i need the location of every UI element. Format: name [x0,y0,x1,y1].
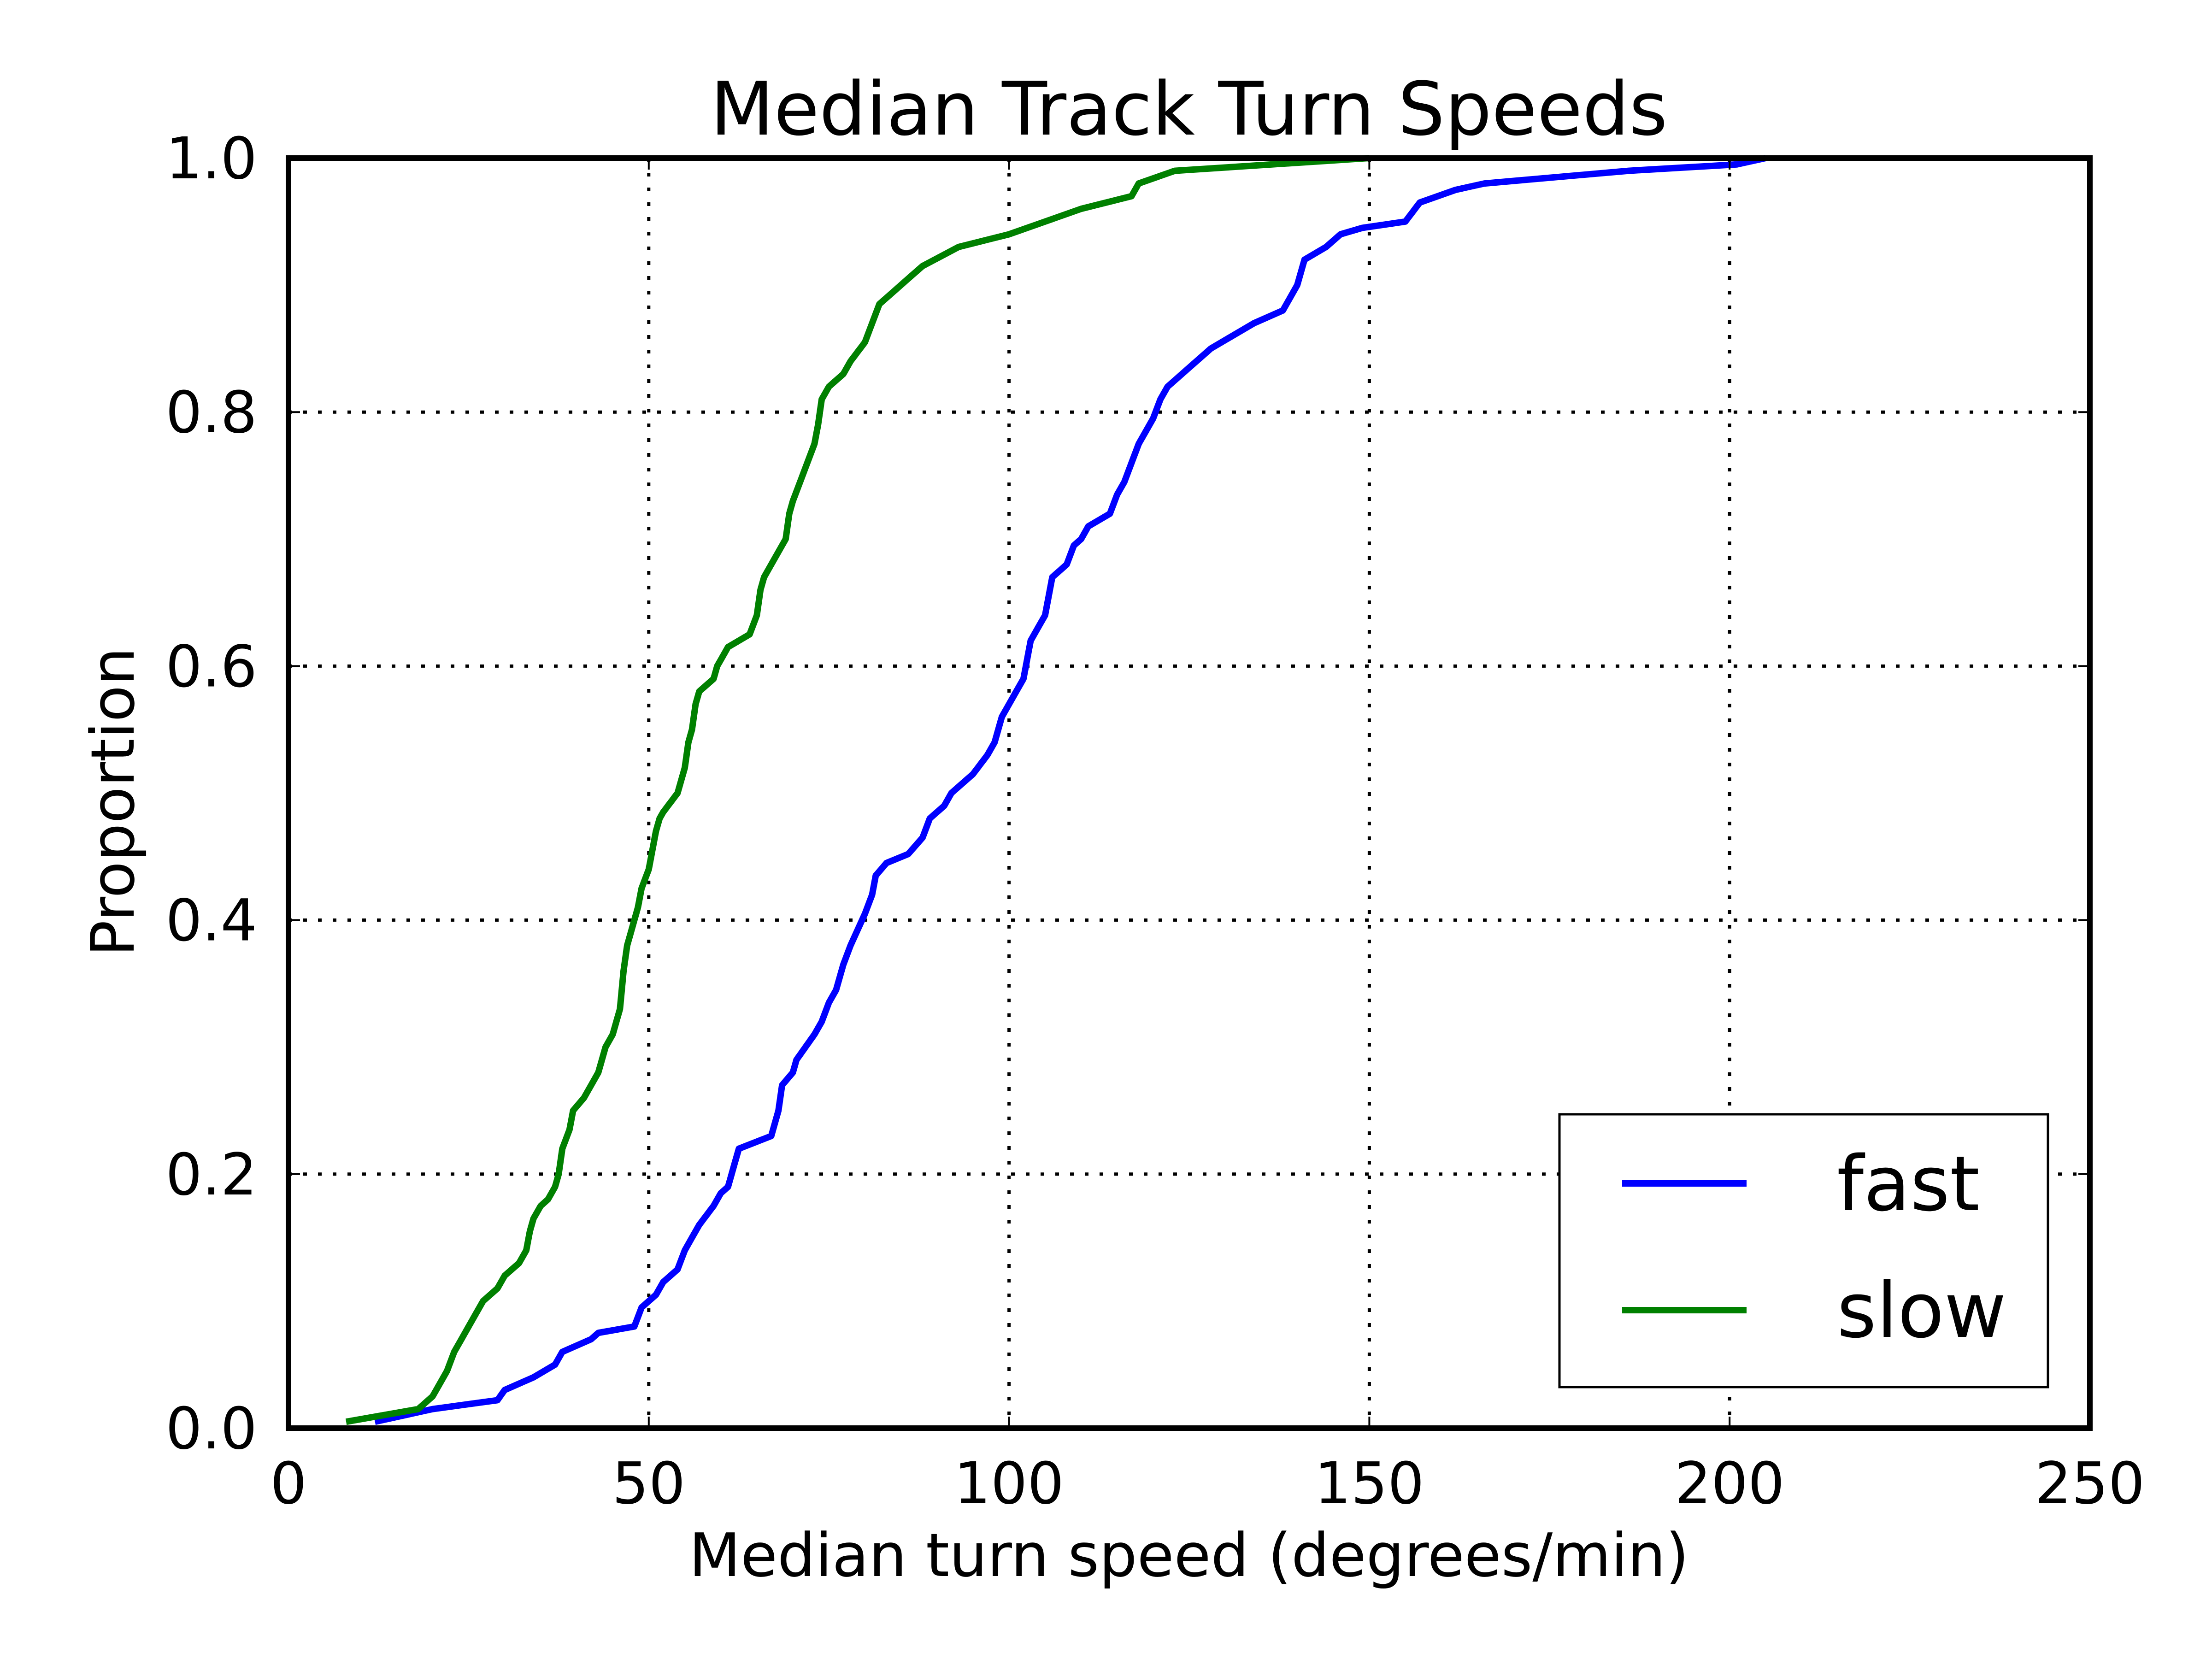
x-tick-labels: 0 50 100 150 200 250 [270,1450,2145,1517]
legend-label-fast: fast [1837,1140,1980,1228]
x-tick-label: 100 [954,1450,1064,1517]
y-axis-label: Proportion [78,647,148,957]
y-tick-label: 0.0 [165,1395,257,1462]
y-tick-labels: 0.0 0.2 0.4 0.6 0.8 1.0 [165,125,257,1462]
tick-marks [288,157,2091,1429]
y-tick-label: 0.6 [165,633,257,700]
y-tick-label: 0.2 [165,1141,257,1208]
chart-title: Median Track Turn Speeds [710,66,1667,152]
series-lines [345,155,1766,1425]
x-tick-label: 250 [2035,1450,2145,1517]
series-line-fast [374,155,1766,1425]
legend-box [1558,1113,2049,1388]
plot-frame [286,155,2093,1431]
x-tick-label: 50 [612,1450,685,1517]
x-tick-label: 150 [1314,1450,1424,1517]
y-tick-label: 0.4 [165,888,257,954]
series-line-slow [345,155,1370,1425]
y-tick-label: 1.0 [165,125,257,192]
x-axis-label: Median turn speed (degrees/min) [689,1520,1689,1590]
legend-label-slow: slow [1837,1266,2006,1355]
y-tick-label: 0.8 [165,379,257,446]
x-tick-label: 0 [270,1450,307,1517]
x-tick-label: 200 [1675,1450,1785,1517]
legend: fast slow [1558,1113,2049,1388]
